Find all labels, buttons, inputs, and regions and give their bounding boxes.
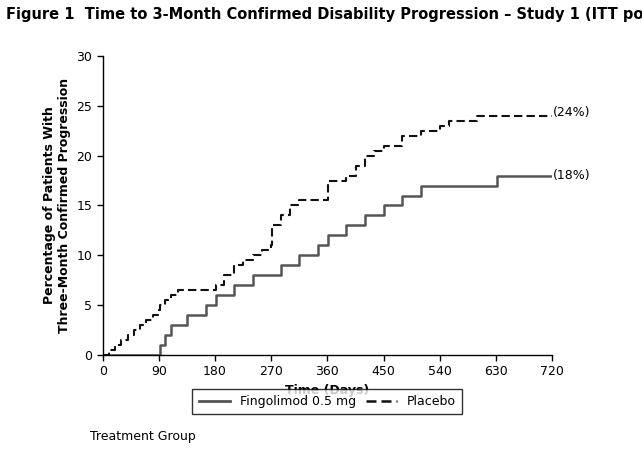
Text: (24%): (24%): [553, 106, 591, 120]
Text: Figure 1  Time to 3-Month Confirmed Disability Progression – Study 1 (ITT popula: Figure 1 Time to 3-Month Confirmed Disab…: [6, 7, 642, 22]
Y-axis label: Percentage of Patients With
Three-Month Confirmed Progression: Percentage of Patients With Three-Month …: [43, 78, 71, 333]
Text: Treatment Group: Treatment Group: [90, 430, 196, 443]
Text: (18%): (18%): [553, 169, 591, 182]
Legend: Fingolimod 0.5 mg, Placebo: Fingolimod 0.5 mg, Placebo: [193, 389, 462, 414]
X-axis label: Time (Days): Time (Days): [285, 384, 370, 397]
